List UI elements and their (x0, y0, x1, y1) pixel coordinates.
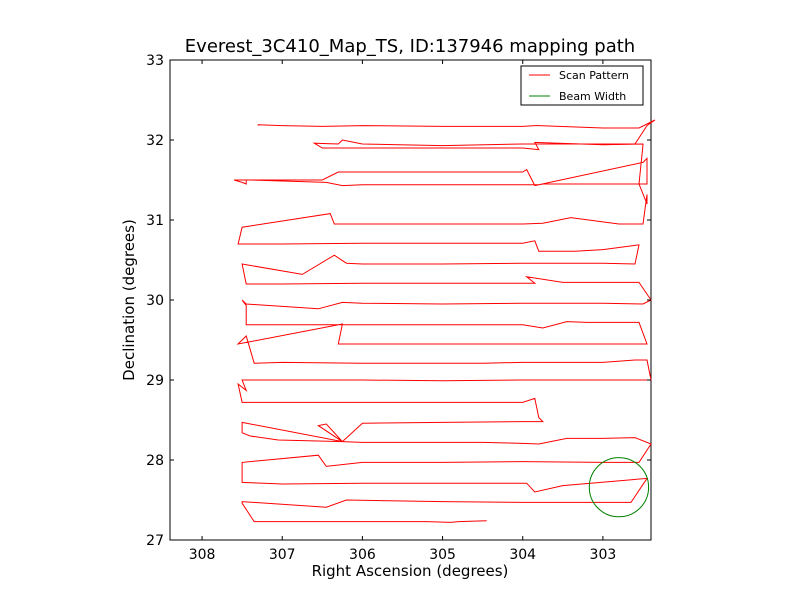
y-tick-label: 29 (146, 373, 164, 389)
y-tick-label: 33 (146, 53, 164, 69)
x-tick-label: 303 (590, 547, 617, 563)
scan-pattern-line (233, 119, 656, 523)
y-tick-label: 30 (146, 293, 164, 309)
x-tick-label: 307 (269, 547, 296, 563)
y-tick-label: 27 (146, 533, 164, 549)
chart-title: Everest_3C410_Map_TS, ID:137946 mapping … (185, 36, 635, 57)
beam-width-circle (588, 457, 650, 518)
y-axis-label: Declination (degrees) (120, 219, 138, 381)
legend-label-scan-pattern: Scan Pattern (559, 69, 629, 82)
legend-label-beam-width: Beam Width (559, 90, 626, 103)
y-tick-label: 31 (146, 213, 164, 229)
x-axis-label: Right Ascension (degrees) (312, 562, 509, 580)
x-tick-label: 308 (189, 547, 216, 563)
y-tick-label: 28 (146, 453, 164, 469)
x-tick-label: 305 (429, 547, 456, 563)
legend: Scan Pattern Beam Width (520, 65, 644, 106)
x-tick-label: 306 (349, 547, 376, 563)
legend-box (520, 65, 644, 106)
y-tick-label: 32 (146, 133, 164, 149)
x-tick-label: 304 (509, 547, 536, 563)
